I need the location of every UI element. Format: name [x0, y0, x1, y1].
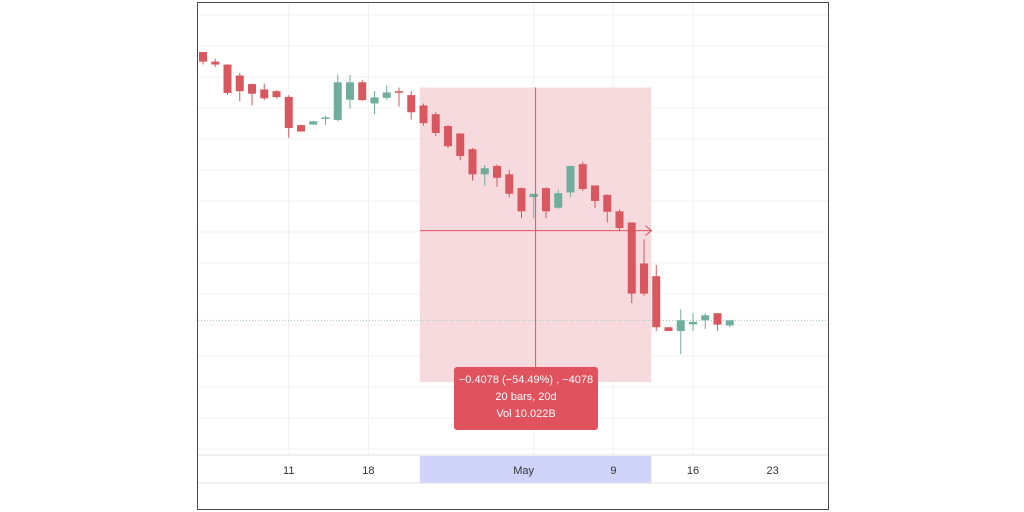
measurement-tooltip: −0.4078 (−54.49%) , −4078 20 bars, 20d V… [454, 367, 598, 430]
candle-body [725, 320, 734, 326]
time-axis-range-highlight [419, 456, 652, 483]
candle-body [713, 313, 722, 325]
x-tick-label: 16 [687, 465, 699, 477]
candle-body [578, 164, 587, 190]
candle-body [431, 114, 440, 133]
measurement-bars-text: 20 bars, 20d [495, 391, 557, 403]
candle-body [370, 97, 379, 104]
measurement-arrow-head-right [645, 225, 653, 237]
candle-body [260, 89, 269, 99]
x-tick-label: 23 [767, 465, 779, 477]
candle-body [223, 64, 232, 93]
candle-body [309, 121, 318, 125]
candle-body [493, 165, 501, 178]
candle-body [652, 276, 661, 328]
candle-body [542, 188, 550, 212]
measurement-volume-text: Vol 10.022B [496, 408, 556, 420]
candle-body [248, 84, 256, 94]
candle-body [701, 315, 710, 321]
candle-body [321, 117, 330, 119]
candle-body [407, 95, 416, 113]
x-tick-label: 9 [610, 465, 616, 477]
x-tick-label: 11 [283, 465, 294, 477]
candle-body [468, 149, 477, 175]
candle-body [615, 211, 624, 229]
chart-frame: 11 18 May 9 16 23 −0.4078 (−54.49%) , −4078 2… [197, 2, 829, 510]
candle-body [664, 327, 673, 331]
candle-body [382, 92, 391, 98]
candle-body [480, 168, 489, 175]
candle-body [517, 188, 526, 212]
candle-body [591, 185, 599, 201]
candle-body [640, 263, 648, 294]
measurement-change-text: −0.4078 (−54.49%) , −4078 [458, 374, 594, 386]
candle-body [333, 82, 342, 120]
candle-body [297, 125, 305, 132]
candle-body [346, 82, 354, 100]
candle-body [272, 91, 281, 98]
candle-body [235, 75, 244, 92]
candle-body [603, 194, 612, 212]
x-tick-label: 18 [362, 465, 374, 477]
candle-body [444, 125, 452, 147]
candle-body [211, 61, 220, 65]
candle-body [358, 82, 367, 101]
candle-body [566, 165, 575, 193]
candle-body [284, 96, 293, 128]
x-tick-label: May [513, 465, 534, 477]
candle-body [395, 91, 403, 93]
candle-body [689, 321, 697, 325]
candle-body [676, 320, 685, 331]
candlestick-chart[interactable]: 11 18 May 9 16 23 [198, 3, 828, 509]
candle-body [627, 222, 636, 294]
candle-body [199, 52, 207, 62]
candle-body [529, 193, 538, 198]
candle-body [505, 174, 514, 194]
candle-body [554, 193, 563, 208]
candle-body [419, 105, 428, 124]
candle-body [456, 133, 465, 157]
